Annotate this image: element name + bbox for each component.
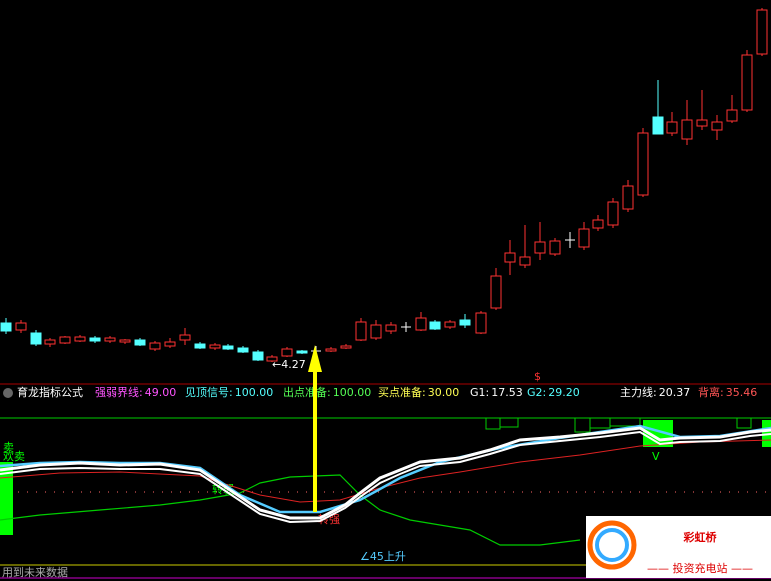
body xyxy=(429,321,441,330)
body xyxy=(252,351,264,361)
signal-block xyxy=(0,462,13,535)
body xyxy=(666,121,678,134)
body xyxy=(459,319,471,326)
param-label: G1: xyxy=(470,386,489,399)
collapse-button[interactable] xyxy=(3,388,13,398)
param-value: 35.46 xyxy=(726,386,758,399)
param-label: 背离: xyxy=(698,385,724,399)
body xyxy=(179,334,191,341)
body xyxy=(504,252,516,263)
param-label: 强弱界线: xyxy=(95,385,143,399)
logo xyxy=(595,528,629,562)
body xyxy=(475,312,487,334)
body xyxy=(104,337,116,342)
param-row: 强弱界线: 49.00 见顶信号: 100.00 出点准备: 100.00 买点准备: 30.… xyxy=(95,385,757,399)
body xyxy=(519,256,531,266)
annotation: 欢卖 xyxy=(3,449,25,463)
body xyxy=(119,339,131,343)
param: G2: 29.20 xyxy=(527,386,580,399)
body xyxy=(726,109,738,122)
param-value: 100.00 xyxy=(235,386,274,399)
annotation: V xyxy=(652,450,660,463)
body xyxy=(711,121,723,131)
body xyxy=(444,321,456,328)
body xyxy=(756,9,768,55)
body xyxy=(696,119,708,127)
param-label: 买点准备: xyxy=(378,385,426,399)
body xyxy=(652,116,664,135)
annotation: ∠45上升 xyxy=(360,550,406,563)
body xyxy=(59,336,71,344)
body xyxy=(149,342,161,350)
logo xyxy=(587,520,637,570)
param: 背离: 35.46 xyxy=(698,385,757,399)
body xyxy=(164,341,176,347)
step-boxes xyxy=(485,417,752,433)
low-label: ←4.27 xyxy=(272,358,306,371)
body xyxy=(607,201,619,226)
body xyxy=(325,348,337,352)
body xyxy=(296,350,308,354)
indicator-line xyxy=(0,430,771,524)
indicator-lines xyxy=(0,424,771,546)
body xyxy=(44,339,56,345)
body xyxy=(355,321,367,341)
body xyxy=(490,275,502,309)
body xyxy=(741,54,753,111)
indicator-line xyxy=(0,426,771,520)
param-value: 17.53 xyxy=(491,386,523,399)
body xyxy=(281,348,293,357)
param-label: 出点准备: xyxy=(283,385,331,399)
body xyxy=(549,240,561,255)
body xyxy=(209,344,221,349)
param-value: 20.37 xyxy=(659,386,691,399)
param-value: 49.00 xyxy=(145,386,177,399)
param-value: 29.20 xyxy=(548,386,580,399)
body xyxy=(415,317,427,331)
watermark-slogan: —— 投资充电站 —— xyxy=(647,561,753,575)
param: 出点准备: 100.00 xyxy=(283,385,371,399)
body xyxy=(622,185,634,210)
signal-mark: $ xyxy=(534,370,541,383)
body xyxy=(578,228,590,248)
body xyxy=(15,322,27,331)
body xyxy=(134,339,146,346)
body xyxy=(237,347,249,353)
body xyxy=(637,132,649,196)
body xyxy=(681,119,693,140)
indicator-line xyxy=(0,474,581,546)
param: 主力线: 20.37 xyxy=(620,385,690,399)
param-value: 100.00 xyxy=(333,386,372,399)
body xyxy=(266,356,278,362)
body xyxy=(340,345,352,349)
param: 强弱界线: 49.00 xyxy=(95,385,176,399)
body xyxy=(534,241,546,254)
body xyxy=(385,324,397,332)
param-label: 见顶信号: xyxy=(185,386,233,399)
indicator-line xyxy=(0,424,771,514)
annotation: 卖 xyxy=(3,441,14,454)
candles xyxy=(0,8,768,362)
param: G1: 17.53 xyxy=(470,386,523,399)
indicator-name: 育龙指标公式 xyxy=(17,385,83,399)
body xyxy=(370,324,382,339)
param-label: G2: xyxy=(527,386,546,399)
param-value: 30.00 xyxy=(428,386,460,399)
body xyxy=(0,322,12,332)
body xyxy=(89,337,101,342)
body xyxy=(30,332,42,345)
watermark-brand: 彩虹桥 xyxy=(683,530,718,544)
body xyxy=(194,343,206,349)
body xyxy=(74,336,86,342)
arrow xyxy=(308,345,322,512)
body xyxy=(222,345,234,350)
body xyxy=(592,219,604,229)
param: 买点准备: 30.00 xyxy=(378,385,459,399)
annotation: 用到未来数据 xyxy=(2,565,68,579)
param: 见顶信号: 100.00 xyxy=(185,386,273,399)
param-label: 主力线: xyxy=(620,385,657,399)
